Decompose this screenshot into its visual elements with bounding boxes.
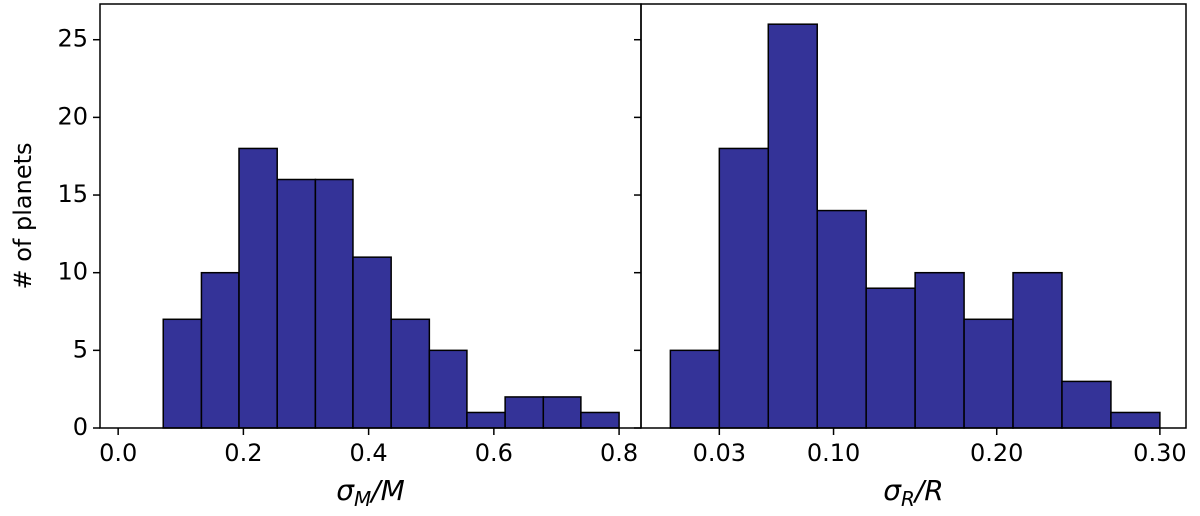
bar (428, 349, 468, 429)
bar (963, 318, 1014, 429)
y-tick-label: 20 (57, 102, 88, 130)
bar (352, 256, 392, 429)
x-tick-label: 0.6 (475, 439, 513, 467)
x-label-subscript: M (354, 487, 371, 511)
bar (865, 287, 916, 429)
axes-frame (640, 3, 1187, 429)
x-tick-label: 0.2 (224, 439, 262, 467)
bar (276, 178, 317, 429)
y-axis-label: # of planets (9, 143, 37, 290)
y-tick-label: 10 (57, 258, 88, 286)
x-tick-label: 0.20 (970, 439, 1023, 467)
bar (718, 147, 770, 429)
bar (1061, 380, 1112, 429)
y-tick-label: 5 (73, 335, 88, 363)
bar (200, 271, 240, 429)
x-tick-label: 0.8 (600, 439, 638, 467)
bar (580, 411, 620, 429)
x-tick-label: 0.4 (350, 439, 388, 467)
x-label-symbol: σ (336, 474, 355, 507)
bar (669, 349, 721, 429)
bar (314, 178, 354, 429)
bar (914, 271, 965, 429)
bar (504, 396, 545, 429)
bar (162, 318, 203, 429)
x-axis-label: σM/M (336, 474, 405, 511)
bar (390, 318, 431, 429)
y-tick-label: 15 (57, 180, 88, 208)
x-tick-label: 0.0 (99, 439, 137, 467)
bar (1012, 271, 1063, 429)
x-label-rest: /M (368, 474, 405, 507)
y-tick-label: 25 (57, 25, 88, 53)
x-tick-label: 0.03 (693, 439, 746, 467)
bar (767, 23, 818, 429)
bar (466, 411, 506, 429)
bar (542, 396, 582, 429)
y-tick-label: 0 (73, 413, 88, 441)
x-label-subscript: R (901, 487, 915, 511)
bar (238, 147, 278, 429)
bar (1110, 411, 1161, 429)
bar (816, 209, 867, 429)
x-label-symbol: σ (883, 474, 902, 507)
x-tick-label: 0.30 (1133, 439, 1186, 467)
x-label-rest: /R (912, 474, 944, 507)
x-axis-label: σR/R (883, 474, 944, 511)
x-tick-label: 0.10 (807, 439, 860, 467)
